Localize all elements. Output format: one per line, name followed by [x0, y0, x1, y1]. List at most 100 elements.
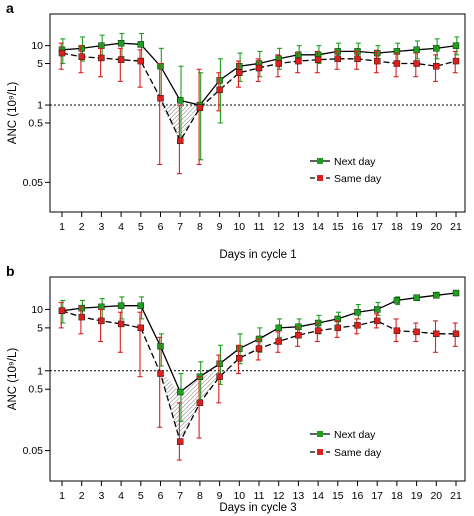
x-tick-label-b: 14 — [312, 490, 324, 502]
x-tick-label-a: 20 — [430, 221, 442, 233]
data-point-same-a — [216, 86, 223, 94]
data-point-next-a — [393, 48, 401, 55]
legend-label-same-a: Same day — [334, 173, 382, 185]
data-point-next-a — [157, 63, 164, 70]
data-point-same-b — [314, 327, 322, 334]
data-point-next-a — [433, 45, 440, 52]
data-point-same-b — [236, 355, 243, 362]
x-tick-label-a: 8 — [197, 221, 203, 233]
x-tick-label-b: 15 — [332, 490, 344, 502]
data-point-same-a — [433, 63, 440, 70]
x-tick-label-a: 15 — [332, 221, 344, 233]
data-point-same-b — [275, 338, 282, 345]
y-tick-label-a: 1 — [37, 100, 43, 112]
x-tick-label-b: 1 — [59, 490, 65, 502]
data-point-next-a — [236, 63, 243, 70]
data-point-next-b — [216, 360, 223, 367]
y-tick-label-b: 0.5 — [28, 384, 43, 396]
data-point-same-a — [452, 57, 460, 65]
data-point-same-a — [98, 54, 105, 62]
y-tick-label-b: 1 — [37, 365, 43, 377]
x-tick-label-b: 19 — [411, 490, 423, 502]
legend-label-next-a: Next day — [334, 156, 376, 168]
data-point-same-a — [78, 53, 85, 60]
x-tick-label-a: 14 — [312, 221, 324, 233]
legend-b: Next day Same day — [310, 429, 382, 459]
y-tick-label-b: 5 — [37, 322, 43, 334]
x-tick-label-b: 6 — [158, 490, 164, 502]
x-tick-label-b: 8 — [197, 490, 203, 502]
y-axis-title-b: ANC (10⁹/L) — [7, 348, 19, 411]
legend-marker-next-b — [317, 431, 323, 437]
data-point-same-a — [354, 55, 361, 63]
data-point-same-b — [295, 331, 302, 339]
data-point-same-b — [157, 370, 164, 377]
data-point-same-b — [255, 345, 263, 352]
y-tick-label-a: 0.5 — [28, 117, 43, 129]
plot-frame-b — [49, 276, 466, 482]
data-point-same-b — [98, 317, 105, 325]
legend-label-next-b: Next day — [334, 429, 376, 441]
x-tick-label-a: 1 — [59, 221, 65, 233]
data-point-same-a — [137, 57, 145, 65]
data-point-same-b — [137, 324, 145, 332]
data-point-next-b — [78, 304, 85, 312]
x-tick-label-b: 3 — [98, 490, 104, 502]
data-point-same-a — [374, 57, 381, 65]
data-point-next-a — [452, 42, 460, 49]
x-tick-label-b: 5 — [138, 490, 144, 502]
data-point-same-a — [295, 57, 302, 65]
data-point-same-a — [176, 137, 184, 145]
x-tick-label-b: 21 — [450, 490, 462, 502]
x-tick-label-a: 9 — [217, 221, 223, 233]
legend-a: Next day Same day — [310, 156, 382, 185]
x-tick-label-a: 12 — [273, 221, 285, 233]
data-point-next-a — [216, 77, 223, 84]
y-tick-label-b: 0.05 — [23, 445, 44, 457]
data-point-next-b — [413, 294, 420, 301]
x-tick-label-a: 17 — [371, 221, 383, 233]
x-tick-label-b: 12 — [273, 490, 285, 502]
data-point-next-a — [137, 41, 145, 48]
x-tick-label-b: 9 — [217, 490, 223, 502]
data-point-next-b — [354, 309, 361, 316]
x-tick-label-a: 18 — [391, 221, 403, 233]
hatched-deficit-area-a — [160, 105, 220, 141]
data-point-same-b — [354, 322, 361, 329]
y-tick-label-a: 0.05 — [23, 177, 44, 189]
x-axis-title-a: Days in cycle 1 — [219, 249, 296, 261]
x-tick-label-a: 16 — [352, 221, 364, 233]
data-point-same-a — [236, 69, 243, 76]
x-tick-label-a: 7 — [177, 221, 183, 233]
panel-letter-a: a — [6, 0, 14, 16]
data-point-next-a — [413, 46, 420, 54]
data-point-next-b — [374, 306, 381, 313]
data-point-same-a — [314, 56, 322, 63]
data-point-same-a — [157, 95, 164, 102]
data-point-next-b — [117, 302, 125, 309]
data-point-next-b — [176, 388, 184, 396]
x-tick-label-a: 4 — [118, 221, 124, 233]
data-point-same-a — [393, 60, 401, 67]
data-point-next-a — [176, 97, 184, 104]
data-point-next-a — [98, 42, 105, 49]
data-point-same-b — [58, 307, 66, 314]
data-point-same-b — [393, 327, 401, 334]
data-point-next-b — [275, 324, 282, 332]
x-tick-label-a: 19 — [411, 221, 423, 233]
data-point-next-a — [78, 45, 85, 52]
data-point-same-a — [275, 60, 282, 67]
data-point-same-b — [196, 399, 204, 407]
data-point-next-a — [117, 39, 125, 47]
x-tick-label-b: 18 — [391, 490, 403, 502]
data-point-next-b — [393, 297, 401, 304]
data-point-same-b — [374, 317, 381, 325]
x-tick-label-a: 21 — [450, 221, 462, 233]
data-point-same-b — [433, 330, 440, 338]
legend-marker-same-b — [317, 449, 323, 455]
data-point-same-a — [58, 49, 66, 57]
panel-letter-b: b — [6, 263, 15, 279]
y-tick-label-a: 10 — [31, 40, 43, 52]
